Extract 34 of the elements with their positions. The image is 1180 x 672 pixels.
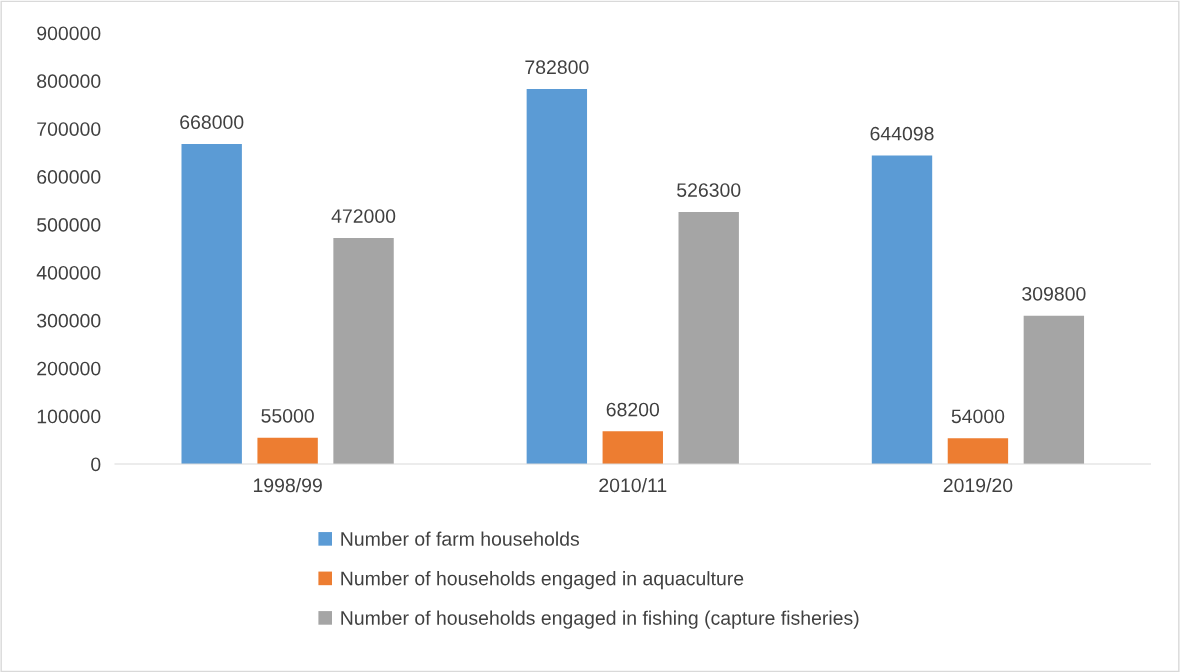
data-label: 668000 [180, 115, 244, 130]
y-tick-label: 500000 [37, 217, 101, 232]
y-tick-label: 400000 [36, 265, 101, 280]
y-tick-label: 200000 [37, 361, 101, 376]
data-label: 55000 [261, 408, 314, 423]
x-tick-label: 2010/11 [599, 477, 667, 493]
data-label: 472000 [331, 209, 396, 223]
data-label: 68200 [606, 402, 660, 417]
bar [871, 155, 933, 465]
y-tick-label: 0 [91, 457, 101, 472]
bar [333, 237, 394, 465]
bar [1023, 315, 1085, 465]
y-tick-label: 100000 [37, 409, 101, 424]
bar [526, 89, 588, 465]
legend-label: Number of households engaged in aquaculture [341, 571, 744, 590]
bar [181, 144, 242, 465]
data-label: 782800 [525, 60, 589, 75]
legend-label: Number of households engaged in fishing (capture fisheries) [341, 610, 859, 629]
data-label: 644098 [870, 126, 934, 141]
y-tick-label: 700000 [37, 122, 101, 136]
data-label: 526300 [677, 183, 741, 197]
data-label: 309800 [1022, 286, 1086, 301]
legend-label: Number of farm households [341, 531, 580, 546]
y-tick-label: 300000 [37, 313, 101, 328]
bar [602, 431, 663, 465]
y-tick-label: 600000 [37, 170, 101, 184]
x-tick-label: 2019/20 [943, 477, 1013, 493]
y-tick-label: 900000 [37, 26, 101, 41]
data-label: 54000 [951, 409, 1005, 424]
x-tick-label: 1998/99 [253, 477, 322, 493]
bar [678, 211, 739, 465]
bar [947, 438, 1009, 465]
y-tick-label: 800000 [37, 74, 101, 89]
bar [257, 437, 318, 465]
